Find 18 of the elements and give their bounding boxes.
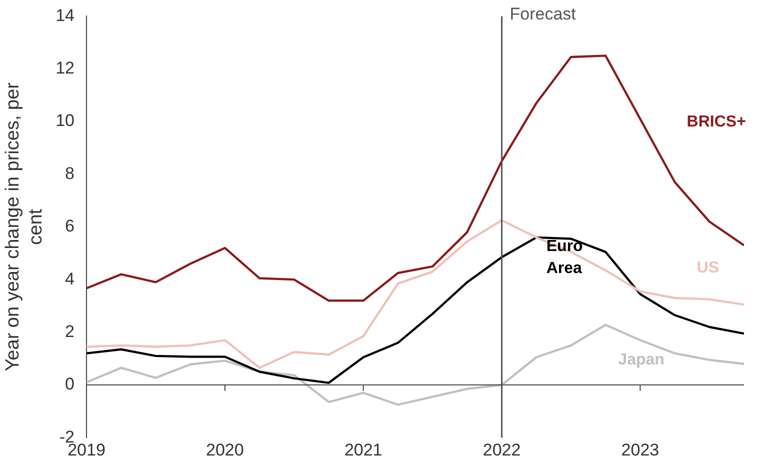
series-label: Euro Area (546, 238, 584, 277)
series-label: Japan (618, 352, 664, 369)
y-tick-label: 10 (56, 111, 75, 130)
x-tick-label: 2021 (344, 440, 382, 460)
y-tick-label: 14 (56, 6, 75, 25)
series-label: US (696, 259, 720, 276)
y-tick-label: 2 (65, 322, 75, 341)
y-axis-title: Year on year change in prices, per cent (2, 82, 46, 372)
x-tick-label: 2022 (482, 440, 521, 460)
y-tick-label: 6 (65, 216, 75, 236)
ref-line-label: Forecast (510, 4, 576, 24)
x-tick-label: 2023 (621, 440, 660, 460)
y-tick-label: 0 (65, 374, 75, 394)
y-tick-label: 8 (65, 164, 75, 183)
y-tick-label: 12 (56, 58, 75, 78)
text: BRICS+ (686, 114, 746, 131)
x-tick-label: 2020 (206, 440, 244, 460)
y-tick-label: 4 (65, 269, 75, 288)
